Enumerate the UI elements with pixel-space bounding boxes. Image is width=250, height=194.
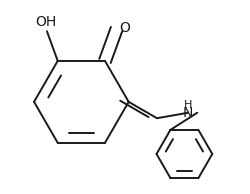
Text: N: N	[183, 106, 193, 120]
Text: H: H	[184, 100, 192, 110]
Text: O: O	[119, 21, 130, 35]
Text: OH: OH	[35, 15, 56, 29]
